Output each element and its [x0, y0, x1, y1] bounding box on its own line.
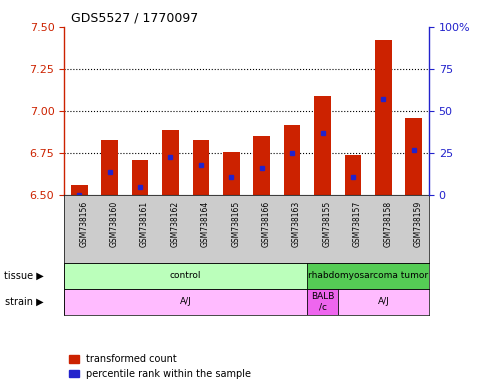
- Text: GSM738166: GSM738166: [262, 201, 271, 247]
- Text: GSM738162: GSM738162: [171, 201, 179, 247]
- Text: GSM738156: GSM738156: [79, 201, 88, 247]
- Text: control: control: [170, 271, 202, 280]
- Bar: [338, 289, 429, 315]
- Text: GSM738157: GSM738157: [353, 201, 362, 247]
- Bar: [284, 125, 300, 195]
- Bar: [64, 289, 307, 315]
- Text: GDS5527 / 1770097: GDS5527 / 1770097: [71, 11, 199, 24]
- Text: GSM738163: GSM738163: [292, 201, 301, 247]
- Bar: [132, 160, 148, 195]
- Bar: [193, 140, 209, 195]
- Text: GSM738161: GSM738161: [140, 201, 149, 247]
- Text: GSM738159: GSM738159: [414, 201, 423, 247]
- Bar: [102, 140, 118, 195]
- Bar: [375, 40, 391, 195]
- Bar: [71, 185, 88, 195]
- Bar: [405, 118, 422, 195]
- Text: A/J: A/J: [180, 297, 192, 306]
- Text: A/J: A/J: [378, 297, 389, 306]
- Bar: [307, 263, 429, 289]
- Bar: [314, 96, 331, 195]
- Bar: [253, 136, 270, 195]
- Text: BALB
/c: BALB /c: [311, 292, 334, 311]
- Text: GSM738165: GSM738165: [231, 201, 240, 247]
- Text: GSM738164: GSM738164: [201, 201, 210, 247]
- Bar: [64, 263, 307, 289]
- Bar: [223, 152, 240, 195]
- Text: rhabdomyosarcoma tumor: rhabdomyosarcoma tumor: [308, 271, 428, 280]
- Text: strain ▶: strain ▶: [5, 297, 44, 307]
- Text: GSM738155: GSM738155: [322, 201, 331, 247]
- Bar: [162, 130, 179, 195]
- Legend: transformed count, percentile rank within the sample: transformed count, percentile rank withi…: [69, 354, 251, 379]
- Bar: [307, 289, 338, 315]
- Text: GSM738160: GSM738160: [109, 201, 119, 247]
- Text: GSM738158: GSM738158: [384, 201, 392, 247]
- Text: tissue ▶: tissue ▶: [4, 271, 44, 281]
- Bar: [345, 155, 361, 195]
